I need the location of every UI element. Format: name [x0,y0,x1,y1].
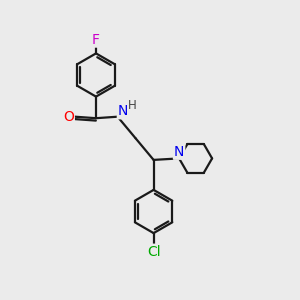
Text: N: N [118,104,128,118]
Text: N: N [174,145,184,159]
Text: H: H [128,99,137,112]
Text: Cl: Cl [147,245,160,259]
Text: O: O [63,110,74,124]
Text: F: F [92,33,100,46]
